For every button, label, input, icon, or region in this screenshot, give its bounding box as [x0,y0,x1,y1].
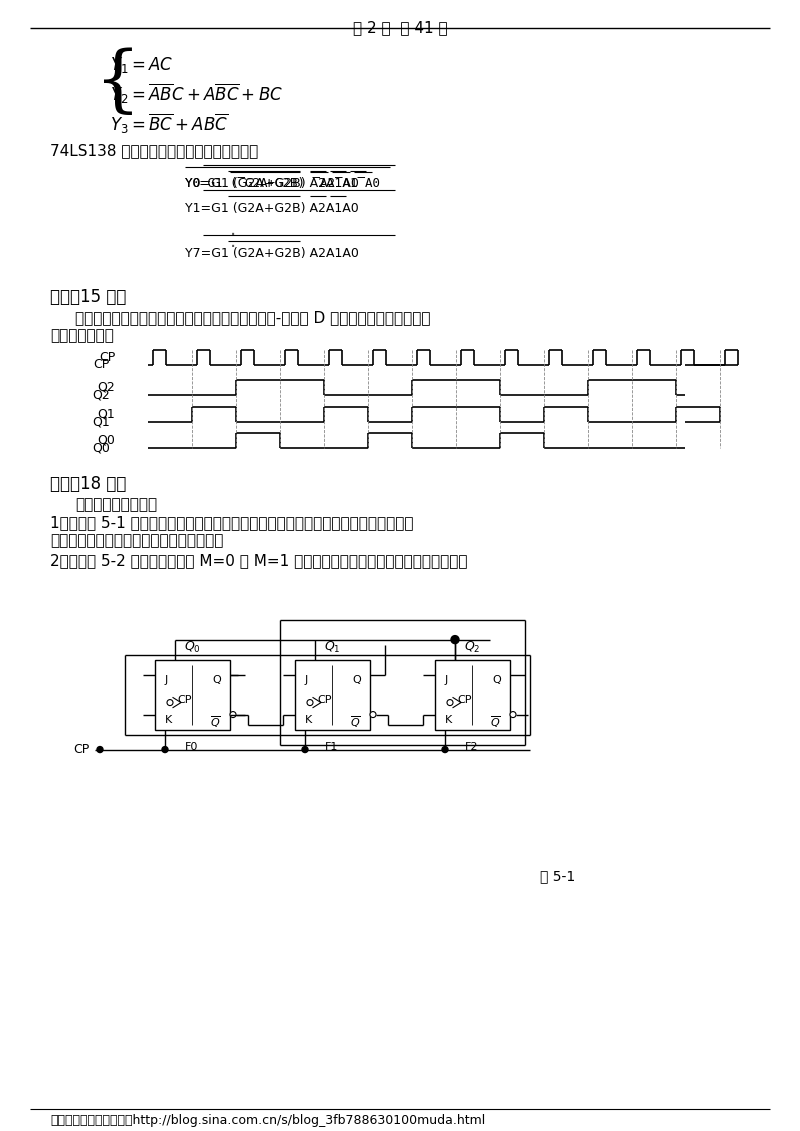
Text: 按步骤完成下列两题: 按步骤完成下列两题 [75,497,157,511]
Text: F1: F1 [326,742,338,752]
Text: $\overline{Q}$: $\overline{Q}$ [490,715,501,731]
Text: 图 5-1: 图 5-1 [540,870,575,883]
Text: CP: CP [457,694,471,705]
Text: Q2: Q2 [92,388,110,402]
Text: CP: CP [94,359,110,371]
Text: 求按步骤设计。: 求按步骤设计。 [50,328,114,343]
Bar [435,659,510,729]
Text: 已知同步计数器的时序波形如下图所示。试用维持-阻塞型 D 触发器实现该计数器。要: 已知同步计数器的时序波形如下图所示。试用维持-阻塞型 D 触发器实现该计数器。要 [75,310,430,325]
Text: Y0=G1 (̅G2A+G2B) ̅A2̅A1̅A0: Y0=G1 (̅G2A+G2B) ̅A2̅A1̅A0 [185,176,380,190]
Text: $\overline{Q}$: $\overline{Q}$ [210,715,221,731]
Circle shape [451,636,459,644]
Text: Q2: Q2 [98,381,115,394]
Text: K: K [165,715,172,725]
Text: 1．分析图 5-1 所示电路的逻辑功能：写出驱动方程，列出状态转换表，画出完全状态: 1．分析图 5-1 所示电路的逻辑功能：写出驱动方程，列出状态转换表，画出完全状… [50,515,414,529]
Text: Q: Q [352,674,361,684]
Circle shape [510,711,516,717]
Circle shape [302,746,308,752]
Text: CP: CP [317,694,331,705]
Text: $\overline{Q}$: $\overline{Q}$ [350,715,361,731]
Text: 转换图和时序波形，说明电路能否自启动。: 转换图和时序波形，说明电路能否自启动。 [50,533,223,547]
Text: Y7=G1 (G2A+G2B) A2A1A0: Y7=G1 (G2A+G2B) A2A1A0 [185,247,359,260]
Text: K: K [445,715,452,725]
Circle shape [307,700,313,706]
Text: {: { [95,48,141,119]
Text: 第 2 页  共 41 页: 第 2 页 共 41 页 [353,20,447,35]
Text: 五．（15 分）: 五．（15 分） [50,287,126,305]
Circle shape [447,700,453,706]
Text: J: J [445,674,448,684]
Circle shape [97,746,103,752]
Circle shape [167,700,173,706]
Text: $Y_2 = \overline{AB}C + A\overline{BC} + BC$: $Y_2 = \overline{AB}C + A\overline{BC} +… [110,81,283,106]
Text: $Y_3 = \overline{BC} + AB\overline{C}$: $Y_3 = \overline{BC} + AB\overline{C}$ [110,112,228,136]
Text: Q1: Q1 [92,415,110,429]
Text: 2．分析图 5-2 所示的计数器在 M=0 和 M=1 时各为几进制计数器，并画出状态转换图。: 2．分析图 5-2 所示的计数器在 M=0 和 M=1 时各为几进制计数器，并画… [50,553,467,568]
Text: Q0: Q0 [92,441,110,455]
Text: 六．（18 分）: 六．（18 分） [50,475,126,493]
Text: CP: CP [177,694,191,705]
Text: .: . [230,219,236,239]
Text: Q1: Q1 [98,408,115,421]
Text: J: J [305,674,308,684]
Text: $Y_1 = AC$: $Y_1 = AC$ [110,55,174,75]
Circle shape [162,746,168,752]
Text: $Q_1$: $Q_1$ [324,639,340,655]
Text: Q0: Q0 [97,433,115,447]
Text: .: . [230,232,236,251]
Text: F0: F0 [186,742,198,752]
Text: 答案参见我的新浪博客：http://blog.sina.com.cn/s/blog_3fb788630100muda.html: 答案参见我的新浪博客：http://blog.sina.com.cn/s/blo… [50,1114,486,1128]
Text: Y0=G1 (G2A+G2B) A2A1A0: Y0=G1 (G2A+G2B) A2A1A0 [185,176,359,190]
Circle shape [370,711,376,717]
Text: Y1=G1 (G2A+G2B) A2A1A0: Y1=G1 (G2A+G2B) A2A1A0 [185,201,358,215]
Text: Q: Q [492,674,501,684]
Text: CP: CP [74,743,90,756]
Text: K: K [305,715,312,725]
Bar [295,659,370,729]
Text: 74LS138 逻辑表达式和逻辑符号如下所示。: 74LS138 逻辑表达式和逻辑符号如下所示。 [50,143,258,158]
Text: CP: CP [98,351,115,364]
Text: $Q_0$: $Q_0$ [183,639,201,655]
Circle shape [442,746,448,752]
Text: Q: Q [212,674,221,684]
Circle shape [230,711,236,717]
Text: F2: F2 [466,742,478,752]
Bar [155,659,230,729]
Text: $Q_2$: $Q_2$ [464,639,480,655]
Text: J: J [165,674,168,684]
